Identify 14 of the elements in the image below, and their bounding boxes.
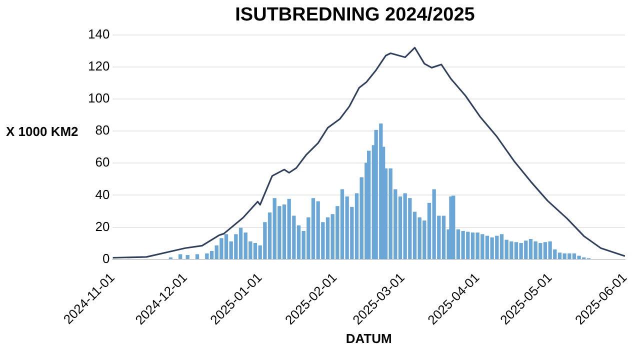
y-tick-label: 80	[95, 122, 110, 138]
bar	[195, 254, 200, 260]
y-tick-label: 20	[95, 218, 110, 234]
chart-title: ISUTBREDNING 2024/2025	[235, 4, 476, 26]
y-tick-label: 140	[88, 26, 110, 42]
y-tick-label: 40	[95, 186, 110, 202]
y-tick-label: 60	[95, 154, 110, 170]
bar	[178, 254, 182, 260]
y-axis-title: X 1000 KM2	[6, 124, 78, 139]
y-tick-label: 0	[102, 250, 110, 266]
x-axis-title: DATUM	[346, 330, 392, 346]
y-tick-label: 120	[88, 58, 110, 74]
y-tick-label: 100	[88, 90, 110, 106]
bar	[186, 255, 190, 260]
